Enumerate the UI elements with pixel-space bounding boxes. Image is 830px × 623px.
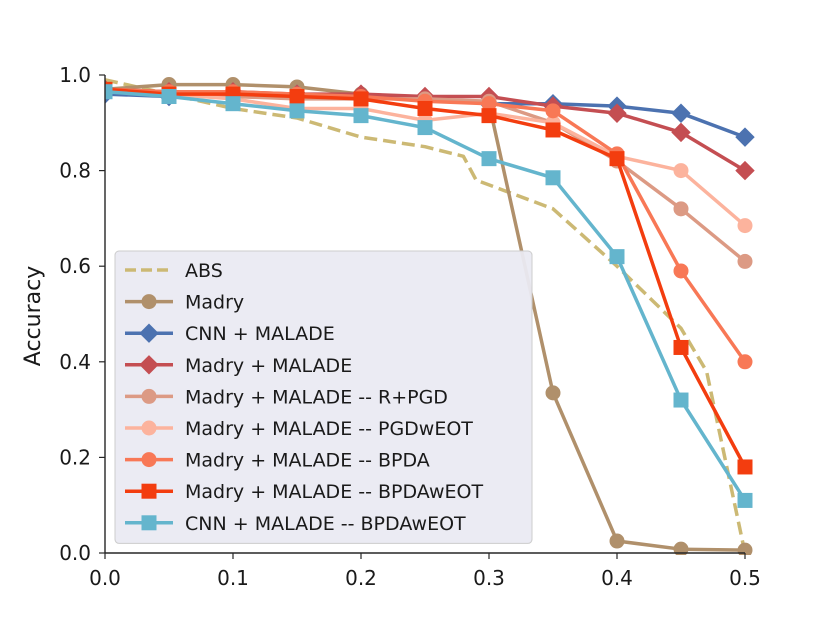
data-point [609, 533, 625, 549]
legend-marker [141, 420, 157, 436]
legend-entry: CNN + MALADE -- BPDAwEOT [125, 513, 466, 535]
data-point [545, 170, 561, 186]
x-tick-label: 0.4 [601, 566, 633, 590]
data-point [417, 120, 433, 136]
legend-entry: Madry + MALADE [125, 355, 352, 377]
legend-entry: ABS [125, 260, 223, 282]
legend-label: Madry [185, 292, 244, 314]
legend-label: Madry + MALADE [185, 355, 352, 377]
legend: ABS Madry CNN + MALADE Madry + MALADE Madry … [114, 250, 533, 544]
legend-entry: Madry + MALADE -- PGDwEOT [125, 418, 473, 440]
x-tick-label: 0.1 [217, 566, 249, 590]
x-tick-label: 0.0 [89, 566, 121, 590]
x-ticks: 0.0 0.1 0.2 0.3 0.4 0.5 [89, 553, 761, 590]
data-point [609, 249, 625, 265]
data-point [545, 385, 561, 401]
data-point [737, 542, 753, 555]
data-point [671, 103, 691, 123]
legend-marker [141, 388, 157, 404]
data-point [737, 218, 753, 234]
legend-entry: Madry + MALADE -- BPDA [125, 450, 430, 472]
legend-entry: Madry + MALADE -- R+PGD [125, 386, 448, 408]
legend-entry: Madry + MALADE -- BPDAwEOT [125, 481, 484, 503]
data-point [673, 201, 689, 217]
x-tick-label: 0.3 [473, 566, 505, 590]
legend-label: CNN + MALADE [185, 323, 335, 345]
axes [104, 75, 745, 554]
y-tick-label: 0.4 [59, 350, 91, 374]
data-point [225, 96, 241, 112]
data-point [735, 160, 755, 181]
legend-label: Madry + MALADE -- BPDA [185, 450, 430, 472]
data-point [161, 89, 177, 105]
y-tick-label: 0.0 [59, 541, 91, 565]
series-8 [105, 84, 753, 508]
legend-box [114, 250, 533, 544]
data-point [607, 103, 627, 123]
data-point [289, 89, 305, 105]
y-tick-label: 1.0 [59, 63, 91, 87]
legend-entry: Madry [125, 292, 244, 314]
legend-marker [141, 452, 157, 468]
data-point [481, 108, 497, 124]
data-point [545, 103, 561, 119]
y-axis-title: Accuracy [21, 266, 46, 366]
data-point [737, 492, 753, 508]
data-point [737, 253, 753, 269]
data-point [353, 91, 369, 107]
x-tick-label: 0.5 [729, 566, 761, 590]
legend-label: Madry + MALADE -- BPDAwEOT [185, 481, 484, 503]
x-tick-label: 0.2 [345, 566, 377, 590]
data-point [481, 151, 497, 167]
legend-marker [139, 355, 159, 375]
data-point [673, 541, 689, 555]
data-point [735, 127, 755, 147]
series-7 [105, 81, 753, 475]
series-layer [105, 77, 755, 555]
legend-label: Madry + MALADE -- R+PGD [185, 386, 448, 408]
y-tick-label: 0.6 [59, 254, 91, 278]
data-point [673, 392, 689, 408]
data-point [673, 339, 689, 355]
legend-entry: CNN + MALADE [125, 323, 335, 345]
legend-marker [141, 515, 157, 531]
data-point [417, 100, 433, 116]
data-point [609, 151, 625, 167]
data-point [671, 122, 691, 143]
data-point [353, 108, 369, 124]
data-point [673, 263, 689, 279]
data-point [289, 103, 305, 119]
legend-marker [141, 483, 157, 499]
data-point [545, 122, 561, 138]
legend-marker [139, 323, 159, 343]
y-tick-label: 0.2 [59, 445, 91, 469]
data-point [673, 163, 689, 179]
data-point [737, 354, 753, 370]
y-tick-label: 0.8 [59, 159, 91, 183]
data-point [737, 459, 753, 475]
legend-label: ABS [185, 260, 223, 282]
legend-marker [141, 294, 157, 310]
data-point [105, 84, 113, 100]
legend-label: Madry + MALADE -- PGDwEOT [185, 418, 473, 440]
legend-label: CNN + MALADE -- BPDAwEOT [185, 513, 466, 535]
y-ticks: 0.0 0.2 0.4 0.6 0.8 1.0 [59, 63, 105, 565]
